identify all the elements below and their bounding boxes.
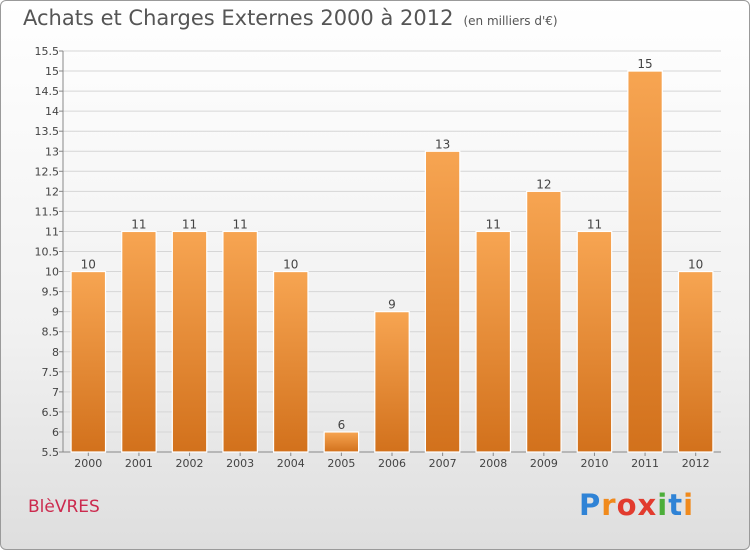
brand-letter: i — [683, 488, 695, 522]
value-label: 11 — [131, 217, 146, 231]
y-tick-label: 15.5 — [35, 45, 60, 58]
x-tick-label: 2005 — [327, 457, 355, 470]
chart-title: Achats et Charges Externes 2000 à 2012 (e… — [23, 6, 558, 30]
bar-2010 — [576, 230, 613, 453]
value-label: 10 — [81, 258, 96, 272]
value-label: 10 — [283, 258, 298, 272]
y-tick-label: 6.5 — [42, 406, 60, 419]
y-tick-label: 5.5 — [42, 446, 60, 459]
y-tick-label: 10.5 — [35, 246, 60, 259]
y-tick-label: 8 — [52, 346, 59, 359]
x-tick-label: 2000 — [74, 457, 102, 470]
x-tick-label: 2008 — [479, 457, 507, 470]
value-label: 11 — [182, 217, 197, 231]
bar-2004 — [272, 270, 309, 453]
place-name: BlèVRES — [28, 497, 100, 517]
bar-2009 — [526, 190, 562, 453]
bar-2011 — [627, 70, 663, 453]
value-label: 12 — [536, 177, 551, 191]
y-tick-labels: 5.5 6 6.5 7 7.5 8 8.5 9 9.5 10 10.5 11 11.5 12 12.5 13 1… — [35, 45, 60, 459]
bar-2008 — [475, 230, 512, 453]
y-tick-label: 14 — [45, 105, 59, 118]
brand-letter: x — [637, 488, 658, 522]
y-tick-label: 10 — [45, 266, 59, 279]
bar-2005 — [323, 431, 360, 453]
brand-letter: t — [668, 488, 684, 522]
y-tick-label: 6 — [52, 426, 59, 439]
value-labels: 10 11 11 11 10 6 9 13 11 12 11 15 10 — [81, 57, 704, 432]
bars — [70, 70, 714, 453]
y-tick-label: 11 — [45, 225, 59, 238]
x-tick-labels: 2000 2001 2002 2003 2004 2005 2006 2007 2008 2009… — [74, 457, 709, 470]
chart-unit: (en milliers d'€) — [463, 14, 558, 28]
value-label: 11 — [587, 217, 602, 231]
value-label: 11 — [486, 217, 501, 231]
value-label: 6 — [338, 418, 346, 432]
proxiti-logo[interactable]: Proxiti — [579, 488, 694, 522]
y-tick-label: 9 — [52, 306, 59, 319]
brand-letter: o — [616, 488, 638, 522]
bar-2007 — [424, 150, 461, 453]
x-tick-label: 2001 — [125, 457, 153, 470]
x-tick-label: 2011 — [631, 457, 659, 470]
bar-2001 — [121, 230, 157, 453]
bar-2012 — [677, 270, 714, 453]
value-label: 9 — [388, 298, 396, 312]
value-label: 11 — [233, 217, 248, 231]
x-tick-label: 2009 — [530, 457, 558, 470]
brand-letter: P — [579, 488, 602, 522]
y-tick-label: 7.5 — [42, 366, 60, 379]
x-tick-label: 2002 — [176, 457, 204, 470]
bar-2000 — [70, 270, 107, 453]
x-tick-label: 2010 — [580, 457, 608, 470]
bar-2002 — [171, 230, 208, 453]
x-tick-label: 2006 — [378, 457, 406, 470]
y-tick-label: 12.5 — [35, 165, 60, 178]
y-tick-label: 9.5 — [42, 286, 60, 299]
x-tick-label: 2012 — [682, 457, 710, 470]
value-label: 13 — [435, 137, 450, 151]
y-tick-label: 7 — [52, 386, 59, 399]
chart-title-text: Achats et Charges Externes 2000 à 2012 — [23, 6, 454, 30]
y-tick-label: 13 — [45, 145, 59, 158]
brand-letter: r — [601, 488, 617, 522]
y-tick-label: 14.5 — [35, 85, 60, 98]
y-tick-label: 12 — [45, 185, 59, 198]
y-tick-label: 15 — [45, 65, 59, 78]
brand-letter: i — [657, 488, 669, 522]
x-tick-label: 2004 — [277, 457, 305, 470]
value-label: 10 — [688, 258, 703, 272]
bar-2006 — [374, 311, 410, 453]
bar-2003 — [222, 230, 258, 453]
y-tick-label: 11.5 — [35, 205, 60, 218]
x-tick-label: 2007 — [429, 457, 457, 470]
y-tick-label: 13.5 — [35, 125, 60, 138]
y-tick-label: 8.5 — [42, 326, 60, 339]
value-label: 15 — [637, 57, 652, 71]
x-tick-label: 2003 — [226, 457, 254, 470]
